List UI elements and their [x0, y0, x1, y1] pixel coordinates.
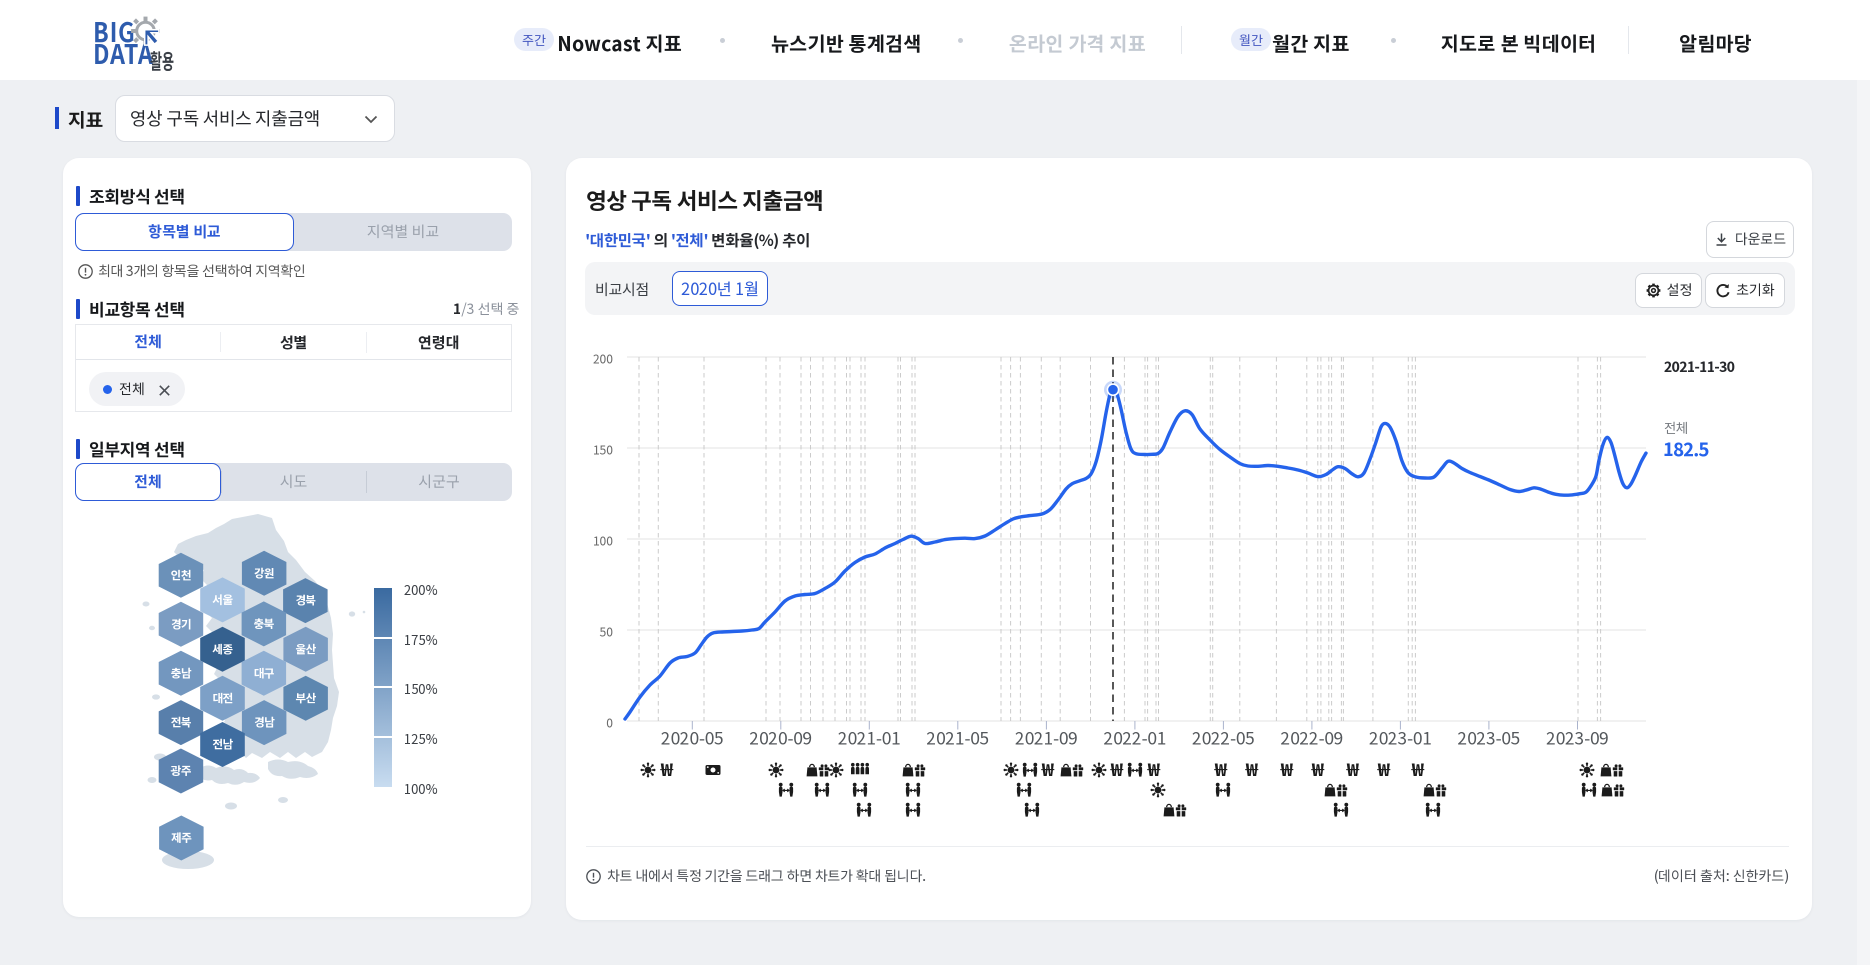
svg-text:대전: 대전 — [212, 690, 232, 706]
svg-text:광주: 광주 — [170, 763, 192, 779]
svg-text:제주: 제주 — [171, 830, 192, 846]
svg-text:2021-05: 2021-05 — [927, 725, 990, 750]
svg-text:전북: 전북 — [171, 715, 192, 731]
svg-text:전남: 전남 — [212, 737, 233, 753]
svg-text:2022-09: 2022-09 — [1281, 725, 1344, 750]
svg-text:2021-01: 2021-01 — [838, 725, 901, 750]
svg-text:2023-05: 2023-05 — [1458, 725, 1521, 750]
svg-text:200: 200 — [593, 351, 613, 368]
svg-text:0: 0 — [606, 715, 613, 732]
svg-text:2023-01: 2023-01 — [1369, 725, 1432, 750]
svg-text:대구: 대구 — [254, 665, 275, 681]
svg-text:충남: 충남 — [171, 665, 192, 681]
svg-text:100: 100 — [593, 533, 613, 550]
svg-text:충북: 충북 — [254, 616, 275, 632]
svg-text:강원: 강원 — [254, 565, 274, 581]
svg-text:경북: 경북 — [295, 593, 316, 609]
svg-text:2022-05: 2022-05 — [1192, 725, 1255, 750]
svg-text:2022-01: 2022-01 — [1104, 725, 1167, 750]
svg-text:2020-05: 2020-05 — [661, 725, 724, 750]
svg-text:세종: 세종 — [212, 641, 233, 657]
svg-text:경기: 경기 — [171, 616, 191, 632]
svg-text:인천: 인천 — [171, 567, 191, 583]
svg-text:2020-09: 2020-09 — [750, 725, 813, 750]
svg-text:2021-09: 2021-09 — [1015, 725, 1078, 750]
svg-text:울산: 울산 — [296, 641, 317, 657]
svg-text:경남: 경남 — [254, 715, 275, 731]
svg-text:서울: 서울 — [212, 592, 233, 608]
svg-text:50: 50 — [600, 624, 613, 641]
svg-text:150: 150 — [593, 442, 613, 459]
svg-text:2023-09: 2023-09 — [1546, 725, 1609, 750]
svg-text:부산: 부산 — [296, 690, 317, 706]
